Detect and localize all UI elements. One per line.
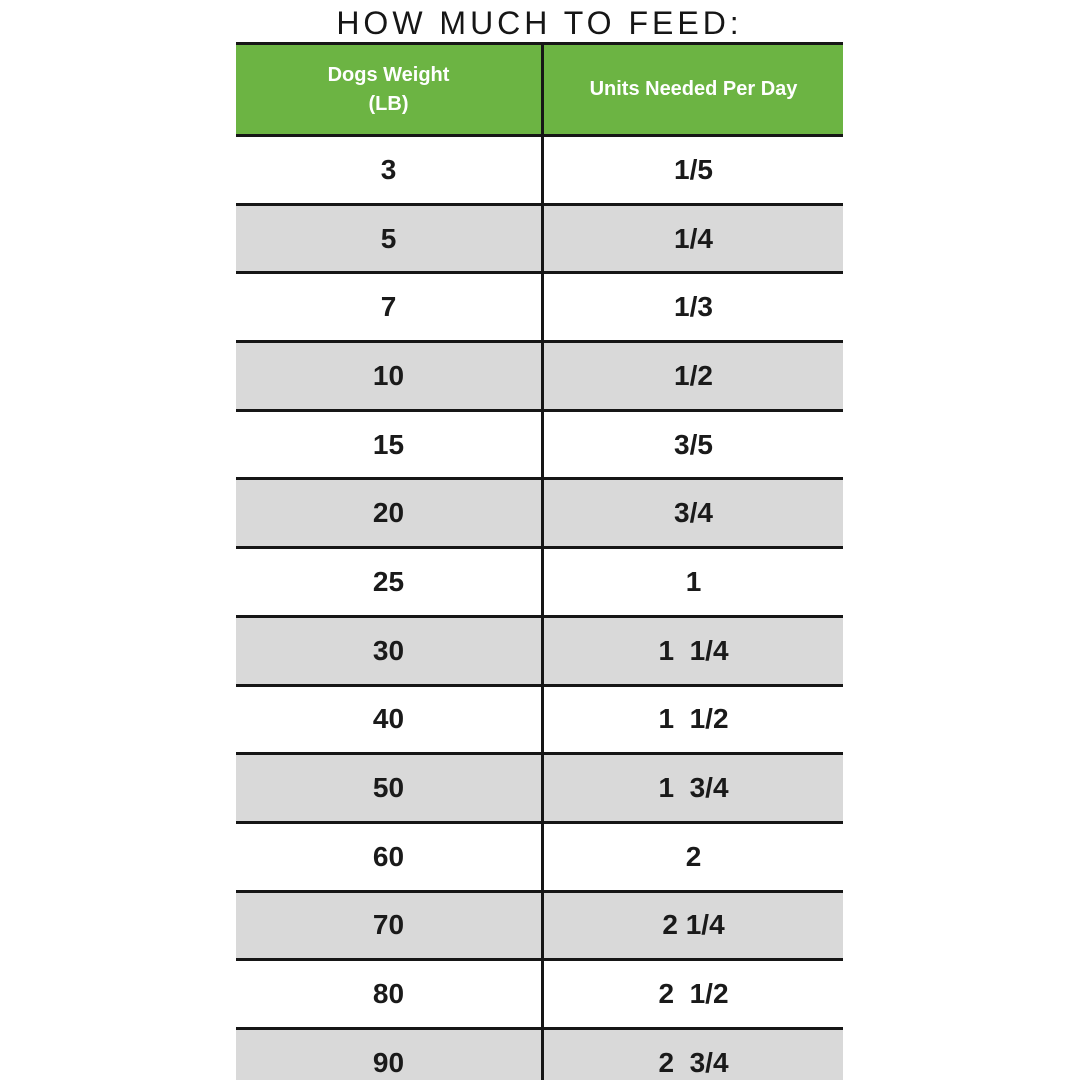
weight-cell: 15 [236, 411, 544, 478]
header-dogs-weight-line1: Dogs Weight [327, 63, 450, 86]
table-body: 3 1/5 5 1/4 7 1/3 10 1/2 15 3/5 20 3/4 25 1 30 1 1/4 40 1… [236, 137, 843, 1080]
weight-cell: 3 [236, 137, 544, 203]
weight-cell: 5 [236, 205, 544, 272]
weight-cell: 70 [236, 892, 544, 959]
table-header-row: Dogs Weight (LB) Units Needed Per Day [236, 42, 843, 137]
units-cell: 2 3/4 [658, 1046, 729, 1078]
units-cell: 2 [685, 840, 702, 872]
units-cell: 1/5 [674, 153, 713, 185]
weight-cell: 20 [236, 480, 544, 547]
page-title: HOW MUCH TO FEED: [336, 5, 743, 41]
table-row: 5 1/4 [236, 205, 843, 275]
table-row: 50 1 3/4 [236, 755, 843, 824]
weight-cell: 7 [236, 274, 544, 341]
header-dogs-weight-line2: (LB) [368, 92, 409, 115]
feeding-table: Dogs Weight (LB) Units Needed Per Day 3 1… [236, 42, 843, 1080]
table-row: 20 3/4 [236, 480, 843, 550]
table-row: 60 2 [236, 823, 843, 893]
weight-cell: 10 [236, 343, 544, 409]
header-dogs-weight: Dogs Weight (LB) [236, 45, 544, 134]
header-units-per-day: Units Needed Per Day [589, 78, 798, 100]
units-cell: 1/3 [674, 291, 713, 323]
table-row: 25 1 [236, 549, 843, 618]
units-cell: 3/4 [674, 497, 713, 529]
table-row: 15 3/5 [236, 411, 843, 481]
table-row: 10 1/2 [236, 343, 843, 412]
units-cell: 2 1/2 [658, 978, 729, 1010]
weight-cell: 50 [236, 755, 544, 821]
table-row: 40 1 1/2 [236, 686, 843, 756]
units-cell: 1 1/2 [658, 703, 729, 735]
weight-cell: 80 [236, 961, 544, 1027]
table-row: 3 1/5 [236, 137, 843, 206]
weight-cell: 60 [236, 823, 544, 890]
table-row: 70 2 1/4 [236, 892, 843, 962]
units-cell: 1/4 [674, 222, 713, 254]
weight-cell: 90 [236, 1029, 544, 1080]
units-cell: 1 1/4 [658, 634, 729, 666]
table-row: 7 1/3 [236, 274, 843, 344]
units-cell: 1 [685, 565, 702, 597]
table-row: 80 2 1/2 [236, 961, 843, 1030]
units-cell: 1 3/4 [658, 772, 729, 804]
weight-cell: 30 [236, 617, 544, 684]
units-cell: 3/5 [674, 428, 713, 460]
table-row: 90 2 3/4 [236, 1029, 843, 1080]
weight-cell: 25 [236, 549, 544, 615]
weight-cell: 40 [236, 686, 544, 753]
units-cell: 2 1/4 [662, 909, 725, 941]
units-cell: 1/2 [674, 359, 713, 391]
table-row: 30 1 1/4 [236, 617, 843, 687]
